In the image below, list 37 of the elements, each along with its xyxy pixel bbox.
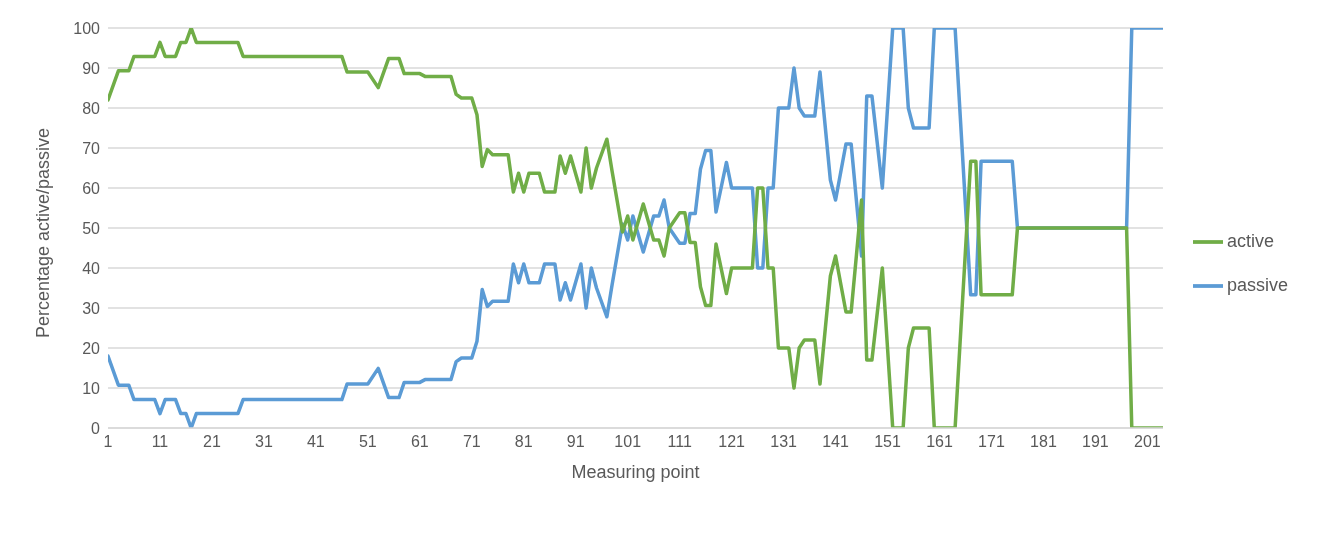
y-tick-label: 30 [82, 299, 101, 317]
y-tick-label: 40 [82, 259, 101, 277]
legend-label: passive [1226, 275, 1288, 295]
y-tick-label: 0 [91, 419, 101, 437]
y-tick-label: 100 [73, 19, 101, 37]
x-tick-label: 161 [926, 433, 953, 451]
x-tick-label: 191 [1082, 433, 1109, 451]
x-tick-label: 131 [770, 433, 798, 451]
x-tick-label: 81 [514, 433, 533, 451]
x-tick-label: 31 [255, 433, 273, 451]
x-tick-label: 101 [614, 433, 642, 451]
x-tick-label: 91 [566, 433, 585, 451]
x-tick-label: 171 [978, 433, 1005, 451]
x-tick-label: 51 [358, 433, 377, 451]
x-tick-label: 141 [822, 433, 850, 451]
y-tick-label: 60 [82, 179, 101, 197]
x-tick-label: 121 [718, 433, 746, 451]
y-tick-label: 10 [82, 379, 101, 397]
y-tick-label: 70 [82, 139, 101, 157]
y-axis-title: Percentage active/passive [33, 127, 54, 338]
x-tick-label: 1 [103, 433, 113, 451]
y-tick-label: 20 [82, 339, 101, 357]
legend-label: active [1226, 231, 1274, 251]
x-tick-label: 11 [151, 433, 169, 451]
x-tick-label: 41 [306, 433, 325, 451]
x-tick-label: 71 [462, 433, 481, 451]
y-tick-label: 90 [82, 59, 101, 77]
x-tick-label: 181 [1030, 433, 1057, 451]
x-tick-label: 201 [1134, 433, 1161, 451]
line-series [108, 28, 1163, 428]
y-tick-label: 50 [82, 219, 101, 237]
x-tick-label: 111 [667, 433, 692, 451]
x-tick-label: 21 [203, 433, 221, 451]
x-tick-label: 151 [874, 433, 901, 451]
x-tick-label: 61 [410, 433, 429, 451]
y-tick-label: 80 [82, 99, 101, 117]
x-axis-title: Measuring point [571, 462, 700, 482]
